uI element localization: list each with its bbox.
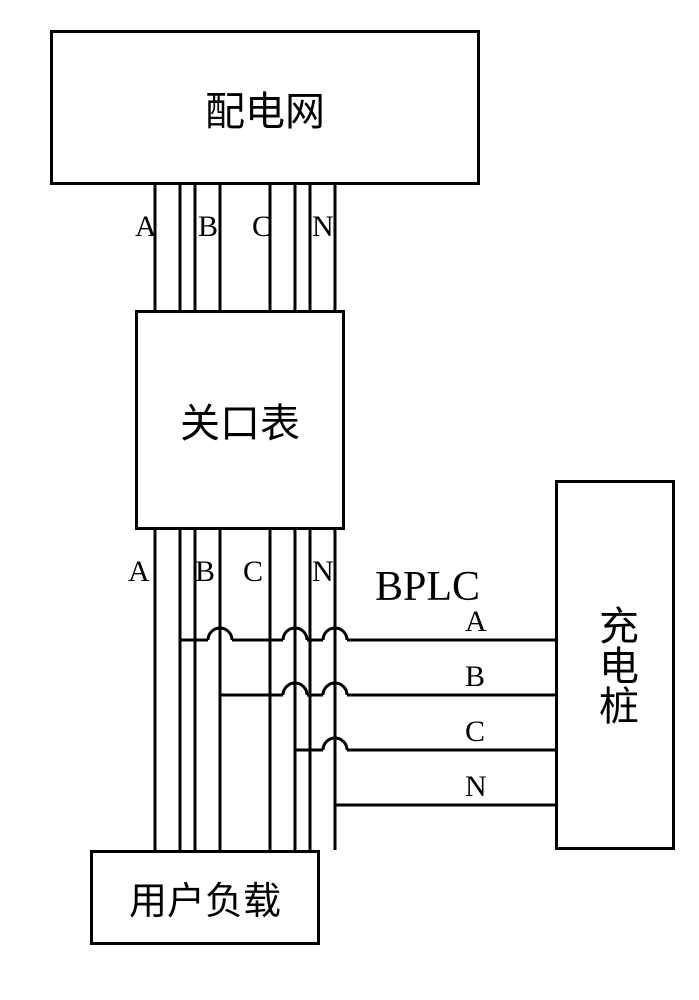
meter-label: 关口表 [180,391,300,449]
load-label: 用户负载 [129,870,281,925]
wire-phase-label: A [135,210,157,244]
wire-phase-label: B [465,660,485,694]
charger-box: 充电桩 [555,480,675,850]
bplc-label: BPLC [375,563,480,611]
wire-phase-label: A [465,605,487,639]
wire-phase-label: N [312,555,334,589]
load-box: 用户负载 [90,850,320,945]
grid-label: 配电网 [205,79,325,137]
grid-box: 配电网 [50,30,480,185]
wire-phase-label: A [128,555,150,589]
wire-phase-label: B [195,555,215,589]
meter-box: 关口表 [135,310,345,530]
wire-phase-label: N [465,770,487,804]
wire-phase-label: B [198,210,218,244]
wire-phase-label: C [252,210,272,244]
charger-label: 充电桩 [586,605,644,725]
wire-phase-label: C [465,715,485,749]
wire-phase-label: C [243,555,263,589]
wire-phase-label: N [312,210,334,244]
